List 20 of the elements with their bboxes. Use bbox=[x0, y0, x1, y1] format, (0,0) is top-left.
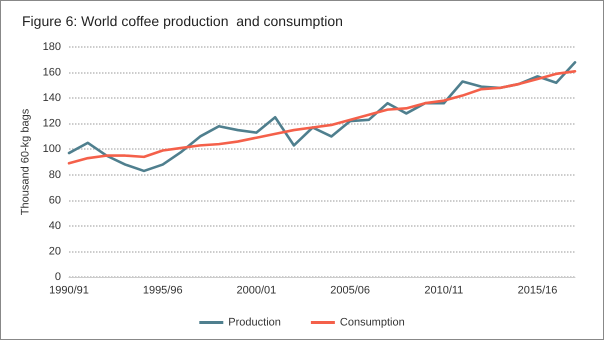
x-tick-label: 2010/11 bbox=[424, 284, 464, 296]
y-tick-label: 20 bbox=[48, 245, 61, 258]
y-tick-label: 40 bbox=[48, 220, 61, 232]
y-tick-label: 120 bbox=[42, 118, 61, 130]
y-tick-label: 60 bbox=[48, 194, 61, 206]
x-tick-label: 1990/91 bbox=[49, 284, 89, 296]
x-tick-label: 1995/96 bbox=[142, 284, 183, 296]
y-tick-label: 180 bbox=[42, 41, 61, 53]
x-tick-label: 2005/06 bbox=[330, 284, 370, 296]
legend-label: Production bbox=[228, 316, 281, 328]
chart-title: Figure 6: World coffee production and consumption bbox=[22, 13, 343, 29]
x-tick-label: 2000/01 bbox=[236, 284, 276, 296]
y-tick-label: 160 bbox=[42, 66, 61, 79]
y-tick-label: 140 bbox=[42, 92, 61, 104]
y-axis-title: Thousand 60-kg bags bbox=[20, 108, 32, 216]
y-tick-label: 0 bbox=[54, 271, 61, 283]
y-tick-label: 100 bbox=[42, 143, 61, 156]
y-tick-label: 80 bbox=[48, 168, 61, 181]
legend-label: Consumption bbox=[340, 316, 405, 328]
x-tick-label: 2015/16 bbox=[518, 284, 558, 296]
